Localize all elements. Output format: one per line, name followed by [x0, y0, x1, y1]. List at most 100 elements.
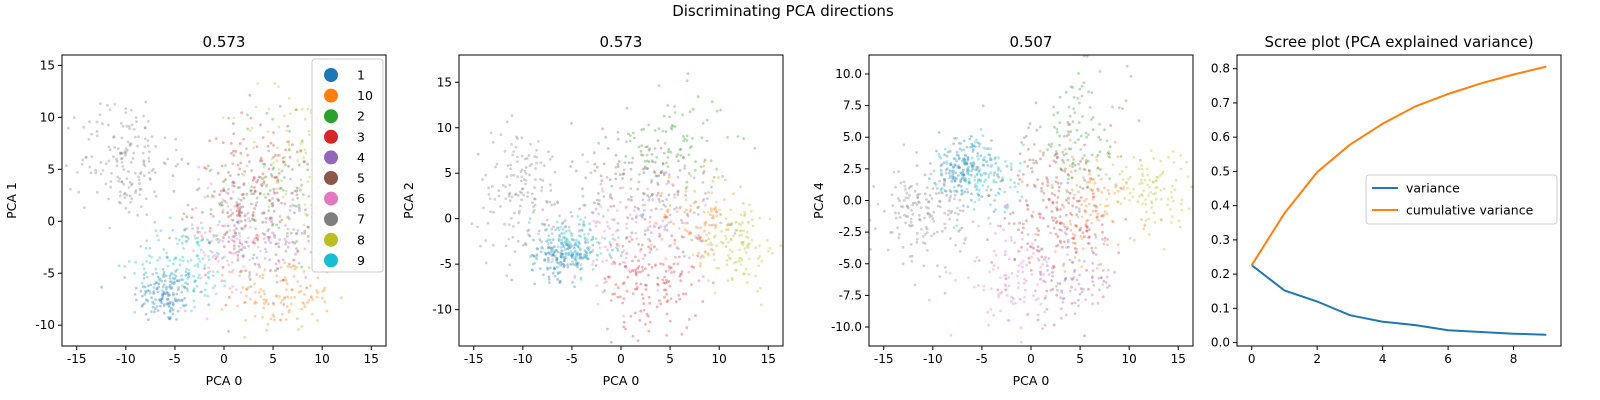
scatter-point-class-6 [233, 240, 237, 244]
scatter-point-class-8 [739, 223, 743, 227]
scatter-point-class-3 [631, 259, 634, 263]
scatter-point-class-2 [662, 151, 666, 155]
scatter-point-class-3 [641, 297, 645, 300]
scatter-point-class-4 [646, 228, 650, 232]
y-tick-label: -2.5 [839, 225, 862, 239]
scatter-point-class-7 [487, 193, 491, 196]
scatter-point-class-9 [181, 255, 185, 259]
scatter-point-class-10 [245, 288, 249, 291]
scatter-point-class-7 [528, 164, 532, 168]
scatter-point-class-6 [625, 226, 629, 230]
scatter-point-class-3 [670, 266, 673, 269]
scatter-point-class-2 [1039, 125, 1042, 129]
scatter-point-class-9 [559, 245, 563, 249]
scatter-point-class-3 [1065, 227, 1069, 231]
scatter-point-class-1 [166, 297, 170, 301]
scatter-point-class-8 [284, 193, 288, 196]
scatter-point-class-8 [1149, 191, 1153, 194]
scatter-point-class-7 [511, 153, 515, 157]
scatter-point-class-6 [1013, 241, 1016, 245]
scatter-point-class-3 [1102, 279, 1106, 283]
scatter-point-class-6 [238, 211, 241, 214]
scatter-point-class-6 [944, 270, 948, 274]
scatter-point-class-9 [162, 302, 166, 306]
scatter-point-class-10 [1084, 210, 1088, 214]
scatter-point-class-4 [1090, 293, 1094, 297]
scatter-point-class-3 [1058, 221, 1062, 225]
scatter-point-class-7 [118, 177, 121, 181]
scatter-point-class-8 [1173, 188, 1177, 192]
scatter-point-class-6 [225, 259, 229, 263]
scatter-point-class-2 [1072, 107, 1075, 111]
scatter-point-class-1 [528, 234, 532, 238]
scatter-point-class-4 [1060, 289, 1063, 292]
scatter-point-class-8 [1121, 178, 1125, 181]
scatter-point-class-3 [1067, 196, 1070, 200]
scatter-point-class-10 [263, 292, 267, 296]
scatter-point-class-9 [577, 240, 581, 244]
scatter-point-class-7 [127, 125, 131, 128]
scatter-point-class-1 [957, 183, 961, 187]
scatter-point-class-6 [1025, 263, 1028, 267]
scatter-point-class-7 [511, 225, 515, 228]
scatter-point-class-3 [277, 154, 280, 157]
scatter-point-class-6 [243, 169, 247, 173]
scatter-point-class-9 [971, 144, 975, 148]
scatter-point-class-8 [712, 258, 716, 262]
scatter-point-class-8 [730, 221, 734, 225]
scatter-point-class-6 [232, 223, 236, 227]
scatter-point-class-7 [953, 197, 956, 201]
scatter-point-class-3 [665, 333, 669, 337]
scatter-point-class-4 [235, 220, 239, 224]
scatter-point-class-6 [1034, 298, 1038, 302]
scatter-point-class-7 [135, 120, 139, 123]
scatter-point-class-8 [1132, 187, 1135, 191]
scatter-point-class-2 [640, 128, 644, 132]
scatter-point-class-2 [231, 218, 235, 222]
scatter-point-class-3 [609, 340, 613, 344]
scatter-point-class-8 [1161, 172, 1164, 175]
scatter-point-class-4 [1060, 229, 1063, 232]
scatter-point-class-3 [1056, 155, 1059, 159]
scatter-point-class-7 [892, 170, 896, 174]
scatter-point-class-8 [282, 114, 286, 118]
scatter-point-class-3 [692, 265, 695, 269]
scatter-point-class-5 [1007, 222, 1011, 225]
scatter-point-class-1 [566, 243, 570, 247]
scatter-point-class-6 [232, 190, 235, 194]
scatter-point-class-7 [917, 201, 921, 204]
scatter-point-class-6 [197, 177, 201, 181]
scatter-point-class-4 [1096, 301, 1100, 305]
scatter-point-class-4 [1068, 289, 1072, 293]
scatter-point-class-2 [1090, 153, 1094, 157]
scatter-point-class-6 [1025, 279, 1028, 283]
scatter-point-class-8 [768, 246, 772, 250]
scatter-point-class-9 [165, 256, 169, 259]
scatter-point-class-7 [138, 182, 141, 186]
scatter-point-class-7 [130, 182, 134, 186]
scatter-point-class-9 [196, 262, 200, 266]
scatter-point-class-8 [1154, 191, 1157, 195]
scatter-point-class-1 [971, 150, 975, 153]
scatter-point-class-7 [66, 126, 70, 130]
scatter-point-class-6 [1017, 264, 1021, 268]
scatter-point-class-4 [276, 178, 280, 182]
scatter-point-class-4 [683, 164, 687, 168]
scatter-point-class-10 [295, 317, 299, 321]
scatter-point-class-6 [203, 231, 207, 235]
scatter-point-class-3 [633, 287, 637, 291]
scatter-point-class-3 [609, 243, 612, 246]
scatter-point-class-8 [1125, 181, 1128, 185]
scatter-point-class-3 [253, 190, 257, 193]
scatter-point-class-2 [1067, 174, 1071, 177]
scatter-point-class-6 [677, 227, 681, 230]
scatter-point-class-10 [648, 220, 652, 224]
scatter-point-class-2 [623, 161, 627, 165]
scatter-point-class-10 [1115, 184, 1118, 188]
scatter-point-class-3 [634, 273, 638, 277]
scatter-point-class-2 [621, 172, 625, 176]
scatter-point-class-1 [916, 193, 920, 197]
scatter-point-class-7 [915, 151, 918, 154]
scatter-point-class-7 [124, 147, 128, 150]
